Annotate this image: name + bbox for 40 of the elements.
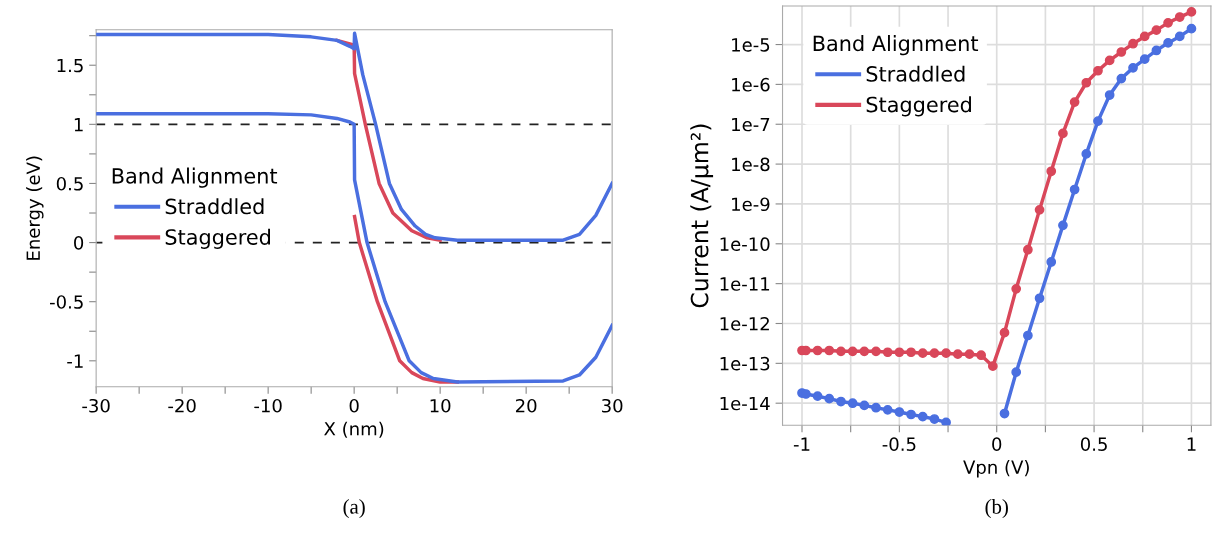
legend-label: Straddled [165, 198, 264, 215]
y-tick-label: 1e-5 [732, 38, 770, 52]
y-tick-label: 0 [74, 236, 84, 250]
y-axis-title: Current (A/µm²) [690, 124, 714, 308]
y-tick-label: 1e-6 [732, 77, 770, 92]
text: (b) [985, 499, 1008, 518]
y-tick-label: 1e-9 [732, 197, 770, 212]
x-tick-label: 0.5 [1080, 437, 1107, 452]
y-tick-label: 1e-8 [732, 157, 770, 172]
x-tick-label: -1 [793, 437, 810, 451]
y-tick-label: 0.5 [56, 176, 83, 191]
x-tick-label: -10 [254, 398, 282, 413]
legend-title: Band Alignment [112, 167, 278, 188]
y-tick-label: 1e-10 [720, 237, 770, 251]
legend-label: Staggered [165, 228, 270, 249]
x-axis-title: Vpn (V) [963, 460, 1029, 478]
y-tick-label: 1e-7 [732, 117, 770, 132]
y-tick-label: 1e-12 [720, 316, 769, 331]
x-tick-label: 20 [515, 398, 537, 413]
x-tick-label: -20 [168, 398, 196, 413]
x-tick-label: -30 [82, 398, 110, 413]
y-tick-label: 1.5 [57, 58, 83, 73]
x-tick-label: 0 [992, 437, 1002, 452]
y-axis-title: Energy (eV) [26, 156, 44, 260]
legend-label: Straddled [866, 65, 965, 82]
legend-label: Staggered [866, 96, 971, 117]
y-tick-label: 1e-13 [720, 356, 770, 371]
x-tick-label: 30 [602, 398, 623, 413]
text: (a) [343, 499, 365, 518]
x-axis-title: X (nm) [324, 421, 384, 438]
y-tick-label: -0.5 [49, 295, 83, 309]
x-tick-label: -0.5 [882, 437, 916, 452]
x-tick-label: 0 [349, 398, 359, 413]
y-tick-label: 1 [74, 118, 83, 132]
y-tick-label: -1 [67, 354, 83, 368]
x-tick-label: 10 [430, 398, 451, 413]
legend-title: Band Alignment [813, 35, 979, 56]
y-tick-label: 1e-14 [720, 396, 770, 411]
x-tick-label: 1 [1187, 437, 1196, 451]
y-tick-label: 1e-11 [720, 277, 770, 291]
